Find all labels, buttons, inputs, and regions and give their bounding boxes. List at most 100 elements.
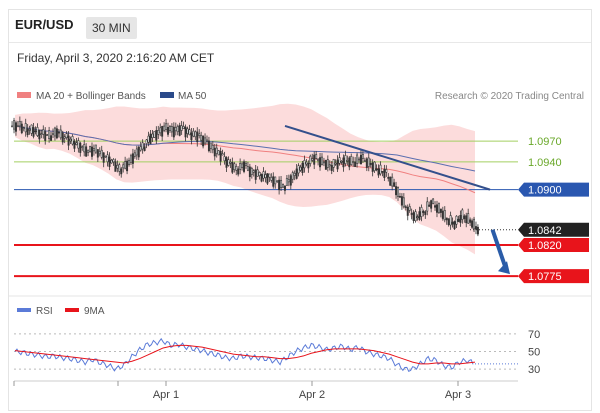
- candle-body: [229, 161, 232, 164]
- candle: [159, 123, 162, 137]
- candle: [244, 161, 247, 169]
- candle-body: [352, 161, 355, 163]
- candle: [473, 216, 476, 232]
- candle-body: [194, 131, 197, 138]
- candle-body: [30, 124, 33, 134]
- level-tag-bg: [518, 182, 589, 197]
- candle: [455, 215, 458, 228]
- chart-panel: [8, 9, 592, 411]
- candle-body: [248, 166, 251, 178]
- candle: [293, 170, 296, 181]
- candle: [182, 121, 185, 129]
- candle-body: [471, 220, 474, 228]
- candle-body: [28, 129, 31, 131]
- candle-body: [239, 163, 242, 170]
- level-tag-bg: [518, 269, 589, 284]
- candle: [305, 159, 308, 167]
- candle-body: [143, 146, 146, 151]
- candle-body: [87, 149, 90, 153]
- candle: [361, 149, 364, 163]
- candle-body: [373, 161, 376, 171]
- candle: [439, 208, 442, 218]
- candle: [420, 204, 423, 222]
- candle: [365, 157, 368, 172]
- candle: [213, 143, 216, 161]
- timeframe-badge[interactable]: 30 MIN: [86, 17, 137, 39]
- candle: [94, 144, 97, 155]
- candle-body: [225, 157, 228, 168]
- candle-body: [336, 159, 339, 170]
- candle: [204, 133, 207, 146]
- candle: [106, 151, 109, 167]
- candle: [336, 155, 339, 172]
- candle: [369, 158, 372, 168]
- candle: [447, 218, 450, 227]
- candle: [100, 145, 103, 160]
- rsi-legend: RSI 9MA: [17, 306, 105, 317]
- candle-body: [190, 132, 193, 141]
- candle: [50, 131, 53, 142]
- candle: [457, 215, 460, 223]
- candle-body: [449, 215, 452, 226]
- candle-body: [131, 153, 134, 164]
- candle: [303, 155, 306, 173]
- candle: [463, 214, 466, 223]
- candle: [461, 208, 464, 224]
- candle-body: [22, 127, 25, 130]
- candle: [332, 158, 335, 173]
- candle: [350, 153, 353, 166]
- candle: [317, 158, 320, 166]
- forecast-arrow-head: [498, 261, 510, 275]
- candle: [59, 125, 62, 140]
- candle-body: [453, 221, 456, 230]
- rsi-legend-swatch: [17, 308, 31, 312]
- candle-body: [63, 136, 66, 139]
- rsi-line: [14, 337, 474, 373]
- candle: [124, 156, 127, 170]
- rsi-tick-30: 30: [528, 364, 540, 376]
- candle: [200, 131, 203, 146]
- candle: [389, 176, 392, 186]
- last-price-bg: [518, 222, 589, 237]
- candle-body: [81, 146, 84, 148]
- candle-body: [342, 157, 345, 168]
- candle-body: [437, 202, 440, 213]
- last-price-text: 1.0842: [528, 225, 562, 237]
- candle: [408, 203, 411, 213]
- x-tick-label: Apr 1: [153, 389, 179, 401]
- candle-body: [85, 146, 88, 157]
- candle: [192, 128, 195, 138]
- candle-body: [14, 122, 17, 132]
- candle-body: [110, 159, 113, 164]
- candle: [233, 161, 236, 173]
- candle-body: [359, 154, 362, 165]
- candle-body: [159, 127, 162, 134]
- candle-body: [285, 177, 288, 186]
- candle: [16, 121, 19, 128]
- candle: [250, 166, 253, 179]
- candle-body: [385, 169, 388, 173]
- candle-body: [227, 159, 230, 166]
- candle: [176, 124, 179, 136]
- candle-body: [38, 129, 41, 140]
- candle: [38, 129, 41, 144]
- candle: [55, 125, 58, 140]
- candle: [65, 131, 68, 140]
- candle: [313, 151, 316, 170]
- candle-body: [180, 125, 183, 131]
- candle: [295, 164, 298, 180]
- candle: [459, 210, 462, 227]
- candle-body: [270, 177, 273, 181]
- candle: [430, 199, 433, 213]
- candle: [352, 156, 355, 167]
- candle: [237, 166, 240, 177]
- candle-body: [16, 125, 19, 128]
- candle-body: [350, 156, 353, 165]
- candle-body: [295, 168, 298, 179]
- candle-body: [92, 148, 95, 152]
- candle-body: [282, 184, 284, 188]
- candle-body: [330, 165, 333, 171]
- candle-body: [40, 133, 43, 136]
- candle: [432, 198, 435, 205]
- candle: [63, 134, 66, 144]
